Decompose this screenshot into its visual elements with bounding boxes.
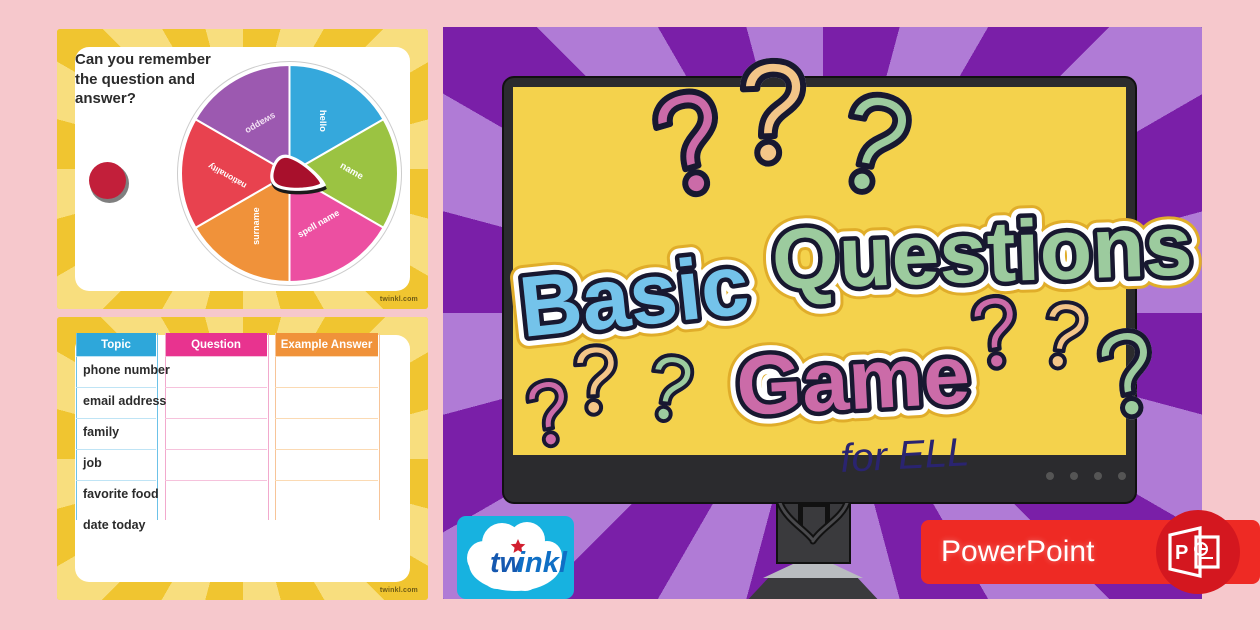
svg-text:Game: Game xyxy=(734,327,972,433)
svg-text:inkl: inkl xyxy=(517,547,568,579)
svg-text:P: P xyxy=(1175,542,1188,564)
svg-text:Basic: Basic xyxy=(515,236,753,355)
svg-text:Questions: Questions xyxy=(770,197,1194,308)
svg-text:hello: hello xyxy=(317,110,328,132)
svg-text:for ELL: for ELL xyxy=(839,430,970,481)
svg-text:surname: surname xyxy=(251,207,261,245)
